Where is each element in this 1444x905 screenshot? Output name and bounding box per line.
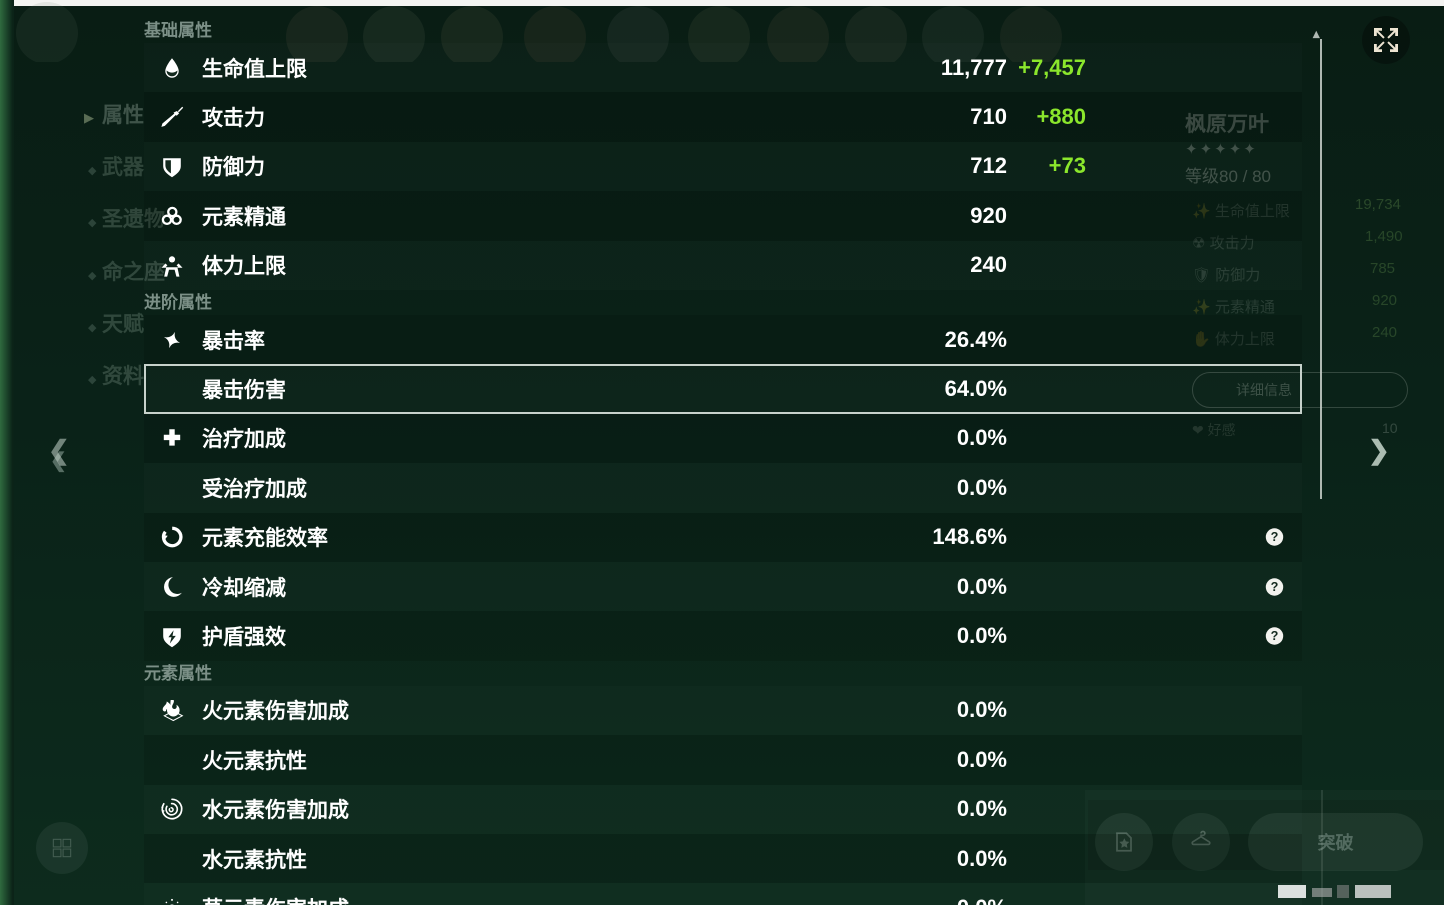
svg-text:?: ? (1271, 629, 1279, 643)
svg-text:?: ? (1271, 530, 1279, 544)
svg-text:?: ? (1271, 580, 1279, 594)
